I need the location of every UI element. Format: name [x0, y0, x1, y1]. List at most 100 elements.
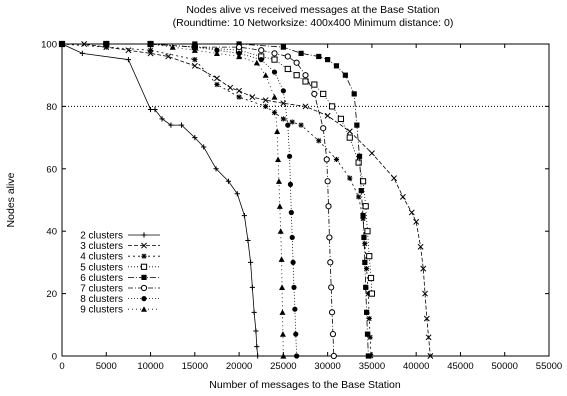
data-point — [141, 306, 147, 312]
data-point — [152, 106, 158, 113]
data-point — [141, 232, 147, 238]
data-point — [192, 135, 198, 141]
data-point — [279, 309, 286, 315]
data-point — [420, 265, 427, 272]
data-point — [59, 41, 65, 47]
data-point — [362, 259, 368, 265]
data-point — [280, 116, 286, 122]
data-point — [346, 134, 353, 141]
data-point — [254, 344, 260, 350]
data-point — [234, 191, 240, 197]
data-point — [280, 88, 286, 94]
x-tick-label: 45000 — [447, 361, 473, 372]
data-point — [399, 193, 406, 200]
data-point — [192, 41, 198, 47]
data-point — [324, 112, 331, 119]
series-8-clusters — [59, 41, 300, 359]
plot-frame — [61, 43, 550, 357]
data-point — [191, 47, 198, 53]
data-point — [362, 203, 369, 210]
data-point — [354, 122, 360, 128]
data-point — [168, 122, 174, 128]
data-point — [320, 125, 327, 132]
data-point — [364, 228, 371, 235]
data-point — [291, 284, 297, 290]
data-point — [192, 57, 198, 63]
data-point — [271, 110, 278, 116]
x-axis-label: Number of messages to the Base Station — [209, 379, 401, 391]
data-point — [347, 175, 353, 181]
x-tick-label: 20000 — [226, 361, 252, 372]
data-point — [289, 234, 295, 241]
data-point — [325, 203, 332, 210]
y-tick-label: 40 — [46, 227, 57, 238]
data-point — [284, 53, 291, 60]
legend-item: 7 clusters — [80, 284, 160, 295]
data-point — [275, 156, 282, 163]
series-line — [62, 43, 284, 357]
x-tick-label: 15000 — [182, 361, 208, 372]
axis-ticks: 0 5000 10000 15000 20000 25000 30000 35000 40000… — [41, 40, 562, 373]
data-point — [326, 234, 333, 241]
data-point — [356, 194, 362, 200]
data-point — [253, 328, 259, 334]
data-point — [276, 203, 283, 209]
data-point — [140, 263, 148, 270]
data-point — [294, 353, 300, 359]
data-point — [292, 306, 298, 312]
data-point — [333, 156, 340, 163]
data-point — [159, 116, 165, 122]
legend-label: 5 clusters — [80, 262, 123, 273]
data-point — [279, 331, 286, 337]
legend-item: 9 clusters — [80, 305, 160, 316]
data-point — [214, 75, 220, 82]
data-point — [236, 87, 243, 94]
data-point — [342, 72, 348, 78]
y-axis-label: Nodes alive — [5, 172, 17, 227]
data-point — [363, 266, 370, 272]
series-line — [62, 43, 373, 294]
x-tick-label: 25000 — [270, 361, 296, 372]
data-point — [236, 94, 242, 100]
data-point — [422, 290, 428, 297]
x-tick-label: 5000 — [96, 361, 117, 372]
x-tick-label: 10000 — [137, 361, 163, 372]
legend-label: 8 clusters — [80, 294, 123, 305]
data-point — [140, 284, 148, 292]
data-point — [288, 209, 294, 216]
data-point — [358, 188, 364, 194]
data-point — [290, 259, 296, 265]
data-point — [141, 274, 147, 280]
data-point — [363, 284, 369, 290]
y-tick-label: 20 — [46, 289, 57, 300]
data-point — [125, 57, 132, 63]
data-point — [287, 181, 294, 187]
legend-item: 8 clusters — [80, 294, 160, 305]
data-point — [191, 62, 198, 69]
data-point — [368, 353, 374, 359]
data-point — [325, 57, 331, 63]
data-point — [316, 53, 322, 60]
x-tick-label: 0 — [59, 361, 64, 372]
data-point — [285, 122, 291, 128]
legend-label: 6 clusters — [80, 273, 123, 284]
data-point — [274, 128, 281, 134]
data-point — [363, 309, 370, 315]
legend-label: 4 clusters — [80, 252, 123, 263]
data-point — [365, 291, 371, 297]
data-point — [423, 315, 430, 322]
data-point — [245, 237, 251, 244]
data-point — [293, 72, 300, 79]
series-line — [62, 43, 369, 357]
data-point — [262, 72, 269, 78]
data-point — [329, 331, 337, 338]
data-point — [280, 44, 286, 50]
x-tick-label: 40000 — [403, 361, 429, 372]
series-3-clusters — [59, 41, 434, 359]
data-point — [262, 97, 269, 104]
data-point — [213, 50, 220, 56]
data-point — [141, 242, 147, 249]
data-point — [298, 50, 304, 56]
